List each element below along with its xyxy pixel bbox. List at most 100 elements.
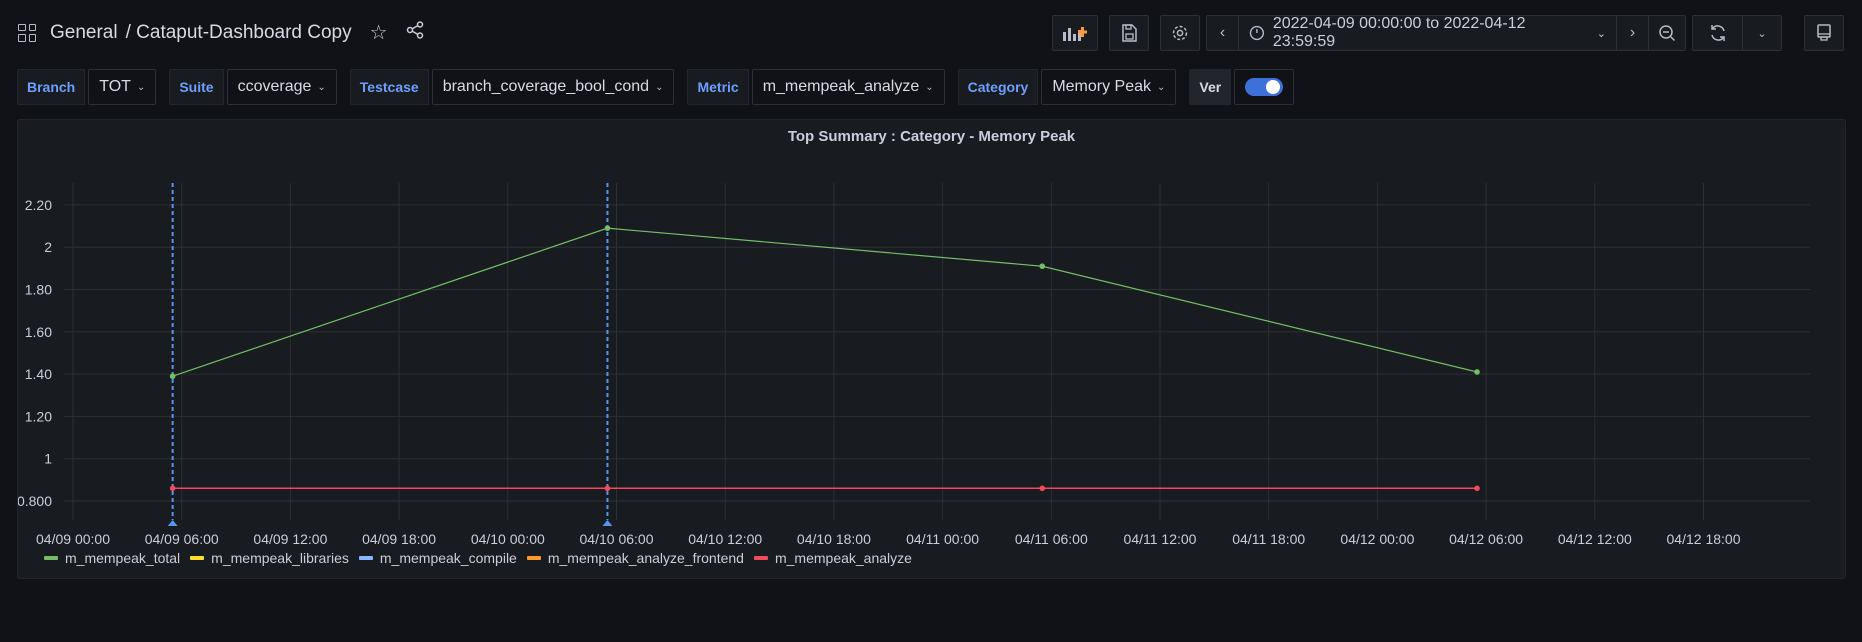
- star-icon[interactable]: ☆: [369, 22, 388, 44]
- chevron-down-icon: ⌄: [1757, 27, 1767, 40]
- time-back-button[interactable]: ‹: [1207, 16, 1239, 50]
- y-tick-label: 1.60: [25, 324, 52, 340]
- legend-color-swatch: [526, 556, 541, 560]
- y-tick-label: 0.800: [18, 493, 52, 509]
- variable-value: ccoverage: [237, 78, 312, 95]
- metric-select[interactable]: m_mempeak_analyze ⌄: [751, 69, 945, 105]
- y-tick-label: 1.80: [25, 282, 52, 298]
- annotation-triangle-icon[interactable]: [167, 520, 178, 526]
- x-tick-label: 04/11 12:00: [1124, 531, 1197, 547]
- y-tick-label: 1: [44, 451, 52, 467]
- share-icon[interactable]: [406, 20, 424, 45]
- x-tick-label: 04/10 12:00: [688, 531, 762, 547]
- apps-grid-icon[interactable]: [18, 23, 36, 42]
- x-tick-label: 04/12 06:00: [1449, 531, 1523, 547]
- dashboard-title[interactable]: / Cataput-Dashboard Copy: [125, 21, 352, 43]
- variable-branch: Branch TOT ⌄: [17, 69, 157, 105]
- refresh-interval-dropdown[interactable]: ⌄: [1743, 16, 1781, 50]
- data-point[interactable]: [169, 373, 176, 380]
- variable-category: Category Memory Peak ⌄: [957, 69, 1177, 105]
- variable-value: branch_coverage_bool_cond: [442, 78, 650, 95]
- variable-value: m_mempeak_analyze: [762, 78, 920, 95]
- panel-title[interactable]: Top Summary : Category - Memory Peak: [787, 128, 1076, 145]
- annotation-triangle-icon[interactable]: [602, 520, 613, 526]
- testcase-select[interactable]: branch_coverage_bool_cond ⌄: [431, 69, 675, 105]
- legend-item-m_mempeak_compile[interactable]: m_mempeak_compile: [358, 550, 517, 566]
- save-button[interactable]: [1109, 15, 1149, 51]
- gear-icon: [1172, 25, 1188, 41]
- chevron-down-icon: ⌄: [655, 81, 664, 93]
- x-tick-label: 04/09 18:00: [362, 531, 436, 547]
- zoom-out-button[interactable]: [1649, 16, 1685, 50]
- y-tick-label: 2.20: [25, 197, 52, 213]
- chevron-right-icon: ›: [1629, 24, 1636, 41]
- variable-value: Memory Peak: [1052, 78, 1152, 95]
- chevron-down-icon: ⌄: [317, 81, 326, 93]
- data-point[interactable]: [604, 485, 611, 492]
- time-forward-button[interactable]: ›: [1617, 16, 1649, 50]
- x-tick-label: 04/10 06:00: [580, 531, 654, 547]
- legend-label: m_mempeak_total: [65, 550, 181, 566]
- line-chart[interactable]: 0.800 1 1.20 1.40 1.60 1.80 2 2.20 04/09 00:00 04…: [18, 120, 1847, 580]
- x-tick-label: 04/10 18:00: [797, 531, 871, 547]
- tv-mode-button[interactable]: [1804, 15, 1844, 51]
- variable-suite: Suite ccoverage ⌄: [169, 69, 337, 105]
- legend-color-swatch: [358, 556, 373, 560]
- variable-label: Metric: [687, 69, 749, 105]
- variable-ver: Ver: [1189, 69, 1295, 105]
- time-range-button[interactable]: 2022-04-09 00:00:00 to 2022-04-12 23:59:…: [1239, 15, 1617, 50]
- legend-color-swatch: [44, 556, 58, 560]
- data-point[interactable]: [1474, 485, 1480, 492]
- refresh-button[interactable]: [1693, 16, 1743, 50]
- legend-label: m_mempeak_analyze_frontend: [547, 550, 744, 566]
- legend-label: m_mempeak_compile: [379, 550, 517, 566]
- data-point[interactable]: [169, 485, 176, 492]
- settings-button[interactable]: [1160, 15, 1200, 51]
- x-tick-label: 04/09 12:00: [253, 531, 327, 547]
- data-point[interactable]: [1039, 485, 1046, 492]
- x-tick-label: 04/12 00:00: [1340, 531, 1414, 547]
- y-tick-label: 1.20: [25, 408, 52, 424]
- x-tick-label: 04/11 00:00: [906, 531, 979, 547]
- chevron-down-icon: ⌄: [136, 81, 146, 93]
- legend-item-m_mempeak_libraries[interactable]: m_mempeak_libraries: [190, 550, 349, 566]
- x-tick-label: 04/11 18:00: [1232, 531, 1305, 547]
- variable-metric: Metric m_mempeak_analyze ⌄: [687, 69, 945, 105]
- legend-item-m_mempeak_analyze_frontend[interactable]: m_mempeak_analyze_frontend: [526, 550, 744, 566]
- monitor-icon: [1817, 24, 1831, 41]
- legend-item-m_mempeak_total[interactable]: m_mempeak_total: [44, 550, 180, 566]
- add-panel-button[interactable]: [1052, 15, 1098, 51]
- top-bar: General / Cataput-Dashboard Copy ☆ ‹ 202…: [0, 0, 1862, 66]
- series-line-m_mempeak_total[interactable]: [172, 227, 1478, 377]
- refresh-group: ⌄: [1692, 15, 1782, 51]
- category-select[interactable]: Memory Peak ⌄: [1041, 69, 1177, 105]
- variable-label: Category: [957, 69, 1039, 105]
- x-tick-label: 04/12 12:00: [1558, 531, 1632, 547]
- variable-value: TOT: [99, 78, 131, 95]
- breadcrumb: General / Cataput-Dashboard Copy ☆: [18, 20, 424, 45]
- breadcrumb-folder[interactable]: General: [50, 21, 118, 43]
- legend-color-swatch: [753, 556, 768, 560]
- x-tick-label: 04/10 00:00: [471, 531, 545, 547]
- data-point[interactable]: [604, 225, 611, 231]
- chevron-down-icon: ⌄: [1157, 81, 1166, 93]
- y-tick-label: 1.40: [25, 366, 52, 382]
- chevron-left-icon: ‹: [1219, 24, 1226, 41]
- graph-panel: Top Summary : Category - Memory Peak 0.8…: [17, 119, 1846, 579]
- x-tick-label: 04/09 06:00: [145, 531, 219, 547]
- legend-item-m_mempeak_analyze[interactable]: m_mempeak_analyze: [753, 550, 912, 566]
- variables-bar: Branch TOT ⌄ Suite ccoverage ⌄ Testcase br…: [17, 69, 1307, 105]
- variable-testcase: Testcase branch_coverage_bool_cond ⌄: [349, 69, 675, 105]
- ver-toggle-container: [1234, 69, 1295, 105]
- chevron-down-icon: ⌄: [1596, 27, 1606, 40]
- clock-icon: [1249, 25, 1265, 41]
- branch-select[interactable]: TOT ⌄: [88, 69, 157, 105]
- variable-label: Testcase: [349, 69, 429, 105]
- data-point[interactable]: [1474, 369, 1480, 375]
- ver-toggle[interactable]: [1245, 78, 1284, 96]
- time-range-label: 2022-04-09 00:00:00 to 2022-04-12 23:59:…: [1272, 15, 1526, 50]
- refresh-icon: [1710, 25, 1725, 41]
- suite-select[interactable]: ccoverage ⌄: [226, 69, 337, 105]
- chevron-down-icon: ⌄: [925, 81, 934, 93]
- data-point[interactable]: [1039, 263, 1046, 270]
